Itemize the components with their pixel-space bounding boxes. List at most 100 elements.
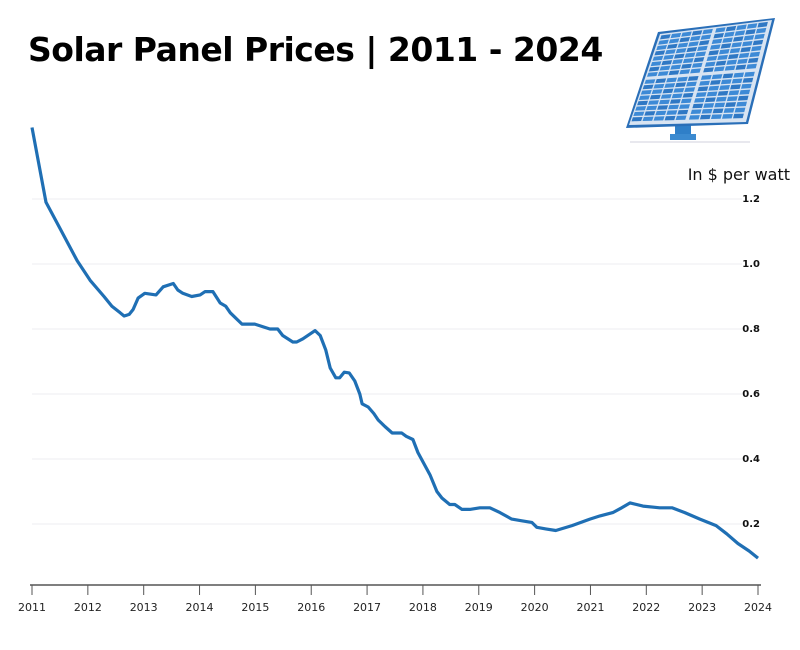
x-tick-label: 2013: [130, 601, 158, 614]
y-tick-label: 0.6: [742, 389, 760, 400]
solar-cell: [711, 38, 723, 45]
solar-cell: [684, 87, 696, 93]
solar-cell: [651, 89, 663, 94]
solar-cell: [733, 113, 744, 119]
solar-cell: [743, 35, 755, 41]
solar-cell: [653, 116, 665, 121]
solar-cell: [671, 93, 683, 99]
x-tick-label: 2018: [409, 601, 437, 614]
solar-cell: [660, 94, 672, 99]
solar-cell: [734, 30, 746, 36]
solar-cell: [677, 42, 689, 48]
solar-cell: [719, 85, 730, 91]
solar-cell: [704, 61, 716, 67]
solar-cell: [742, 77, 754, 83]
x-tick-label: 2016: [297, 601, 325, 614]
solar-cell: [711, 74, 723, 80]
solar-cell: [692, 103, 704, 109]
solar-cell: [720, 79, 732, 85]
solar-cell: [687, 75, 699, 81]
solar-cell: [702, 28, 713, 35]
solar-cell: [644, 111, 656, 116]
solar-cell: [661, 60, 673, 66]
y-tick-label: 0.8: [742, 324, 760, 335]
solar-cell: [668, 70, 680, 76]
solar-cell: [658, 99, 670, 105]
solar-cell: [722, 73, 734, 79]
solar-cell: [690, 68, 701, 74]
solar-cell: [734, 107, 746, 113]
solar-cell: [708, 50, 719, 56]
x-tick-label: 2012: [74, 601, 102, 614]
solar-cell: [670, 64, 682, 70]
solar-cell: [712, 108, 724, 114]
solar-cell: [657, 71, 669, 76]
x-tick-label: 2024: [744, 601, 772, 614]
solar-cell: [691, 30, 703, 36]
solar-cell: [715, 96, 727, 102]
solar-cell: [746, 23, 758, 29]
unit-label: In $ per watt: [687, 165, 790, 184]
solar-cell: [638, 95, 650, 100]
solar-cell: [663, 54, 674, 60]
y-tick-label: 1.0: [742, 259, 760, 270]
solar-cell: [724, 65, 736, 71]
solar-cell: [679, 104, 690, 109]
solar-cell: [670, 32, 682, 39]
solar-cell: [737, 58, 748, 64]
solar-cell: [699, 114, 711, 120]
solar-cell: [637, 100, 649, 106]
solar-cell: [675, 115, 687, 121]
solar-cell: [686, 46, 698, 53]
solar-cell: [666, 43, 678, 49]
solar-cell: [654, 50, 666, 56]
solar-cell: [706, 91, 718, 97]
solar-cell: [738, 52, 750, 59]
solar-cell: [752, 39, 764, 46]
y-tick-label: 0.2: [742, 519, 760, 530]
solar-cell: [717, 90, 729, 96]
solar-cell: [701, 108, 713, 114]
solar-cell: [640, 89, 652, 95]
solar-cell: [742, 40, 753, 47]
solar-cell: [689, 35, 701, 42]
solar-cell: [725, 102, 737, 107]
solar-panel-icon: [626, 18, 775, 143]
solar-cell: [728, 53, 739, 60]
solar-cell: [703, 67, 714, 73]
solar-cell: [731, 78, 743, 84]
solar-cell: [676, 76, 688, 82]
solar-cell: [729, 47, 741, 54]
solar-cell: [720, 43, 732, 49]
solar-cell: [649, 94, 661, 100]
solar-cell: [673, 53, 685, 59]
solar-cell: [713, 32, 724, 39]
solar-cell: [679, 37, 690, 43]
solar-cell: [715, 60, 727, 66]
solar-cell: [682, 92, 694, 98]
solar-cell: [722, 37, 733, 43]
solar-cell: [695, 51, 707, 57]
solar-cell: [725, 25, 737, 32]
solar-cell: [675, 82, 687, 88]
solar-cell: [693, 57, 705, 63]
solar-cell: [706, 55, 718, 62]
solar-cell: [703, 103, 715, 108]
solar-cell: [635, 106, 647, 111]
solar-cell: [646, 71, 658, 77]
solar-cell: [695, 92, 707, 97]
x-tick-label: 2020: [521, 601, 549, 614]
solar-cell: [642, 116, 654, 121]
solar-cell: [672, 59, 683, 65]
y-tick-label: 0.4: [742, 454, 760, 465]
solar-cell: [739, 89, 751, 95]
solar-cell: [691, 62, 703, 68]
solar-cell: [757, 21, 768, 28]
solar-cell: [751, 45, 762, 52]
solar-cell: [633, 111, 645, 116]
solar-cell: [644, 79, 656, 84]
solar-cell: [733, 72, 745, 78]
solar-cell: [710, 44, 721, 50]
solar-cell: [677, 109, 689, 115]
